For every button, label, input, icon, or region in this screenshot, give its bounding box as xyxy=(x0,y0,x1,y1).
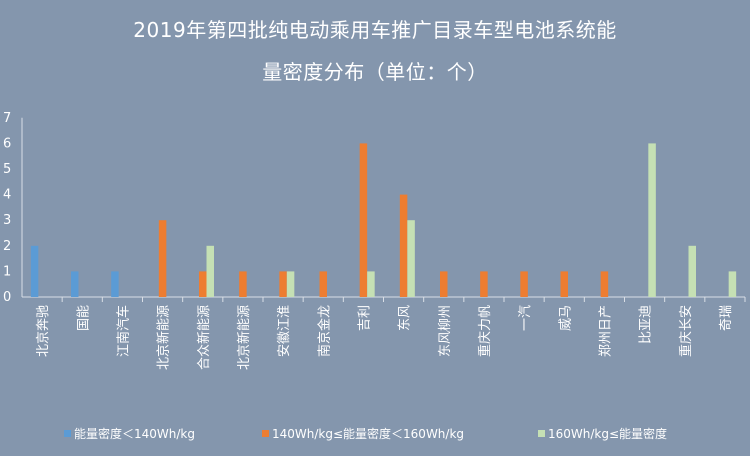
bar xyxy=(71,271,79,297)
bar xyxy=(440,271,448,297)
x-tick-label: 威马 xyxy=(558,305,573,331)
chart-title-line-1: 2019年第四批纯电动乘用车推广目录车型电池系统能 xyxy=(133,18,617,42)
x-tick-label: 奇瑞 xyxy=(718,305,734,331)
bar xyxy=(648,143,656,297)
bar xyxy=(407,220,415,297)
chart-title-line-2: 量密度分布（单位：个） xyxy=(262,60,488,84)
bar xyxy=(399,194,408,297)
legend-label-high: 160Wh/kg≤能量密度 xyxy=(548,427,668,441)
y-tick-label: 0 xyxy=(3,290,11,305)
legend-swatch-low xyxy=(64,430,71,437)
x-tick-label: 北京奔驰 xyxy=(36,305,51,357)
y-tick-label: 4 xyxy=(3,188,11,203)
y-tick-label: 3 xyxy=(3,213,11,228)
bar xyxy=(600,271,609,297)
bar xyxy=(359,143,368,297)
bar xyxy=(199,271,207,297)
bar xyxy=(206,245,214,297)
legend-swatch-high xyxy=(538,430,545,437)
bar xyxy=(30,245,39,297)
x-tick-label: 一汽 xyxy=(518,305,533,331)
x-tick-label: 东风柳州 xyxy=(438,305,453,357)
y-tick-label: 6 xyxy=(3,136,11,151)
y-tick-label: 2 xyxy=(3,239,11,254)
legend-item-low: 能量密度＜140Wh/kg xyxy=(64,425,195,442)
legend-item-mid: 140Wh/kg≤能量密度＜160Wh/kg xyxy=(262,425,464,442)
x-tick-label: 吉利 xyxy=(357,305,372,331)
bar xyxy=(728,271,737,297)
x-tick-label: 北京新能源 xyxy=(156,305,172,370)
bar xyxy=(239,271,247,297)
x-tick-label: 江南汽车 xyxy=(115,305,131,357)
x-tick-label: 重庆力帆 xyxy=(477,305,493,357)
bar xyxy=(319,271,327,297)
bar xyxy=(367,271,375,297)
x-tick-label: 郑州日产 xyxy=(598,305,613,357)
legend-label-low: 能量密度＜140Wh/kg xyxy=(74,427,195,441)
x-tick-label: 南京金龙 xyxy=(316,305,332,357)
y-tick-label: 7 xyxy=(3,111,11,126)
y-tick-label: 1 xyxy=(3,264,11,279)
x-tick-label: 国能 xyxy=(76,305,91,331)
legend-item-high: 160Wh/kg≤能量密度 xyxy=(538,425,667,442)
bar xyxy=(286,271,295,297)
bar xyxy=(560,271,568,297)
bar xyxy=(279,271,287,297)
bar xyxy=(480,271,488,297)
x-tick-label: 比亚迪 xyxy=(639,305,654,344)
legend-label-mid: 140Wh/kg≤能量密度＜160Wh/kg xyxy=(272,427,465,441)
x-tick-label: 安徽江淮 xyxy=(277,305,292,357)
bar xyxy=(688,245,696,297)
x-tick-label: 合众新能源 xyxy=(196,305,212,370)
x-tick-label: 东风 xyxy=(398,305,413,331)
x-tick-label: 北京新能源 xyxy=(236,305,252,370)
bar xyxy=(158,220,167,297)
x-tick-label: 重庆长安 xyxy=(678,305,694,357)
y-tick-label: 5 xyxy=(3,162,11,177)
bar xyxy=(111,271,119,297)
bar-chart: 0 1 2 3 4 5 6 7 北京奔驰 国能 江南汽车 北京新能源 合众新能源 北京新能源 安徽江淮 南京金… xyxy=(3,111,746,370)
legend-swatch-mid xyxy=(262,430,269,437)
bar xyxy=(520,271,528,297)
